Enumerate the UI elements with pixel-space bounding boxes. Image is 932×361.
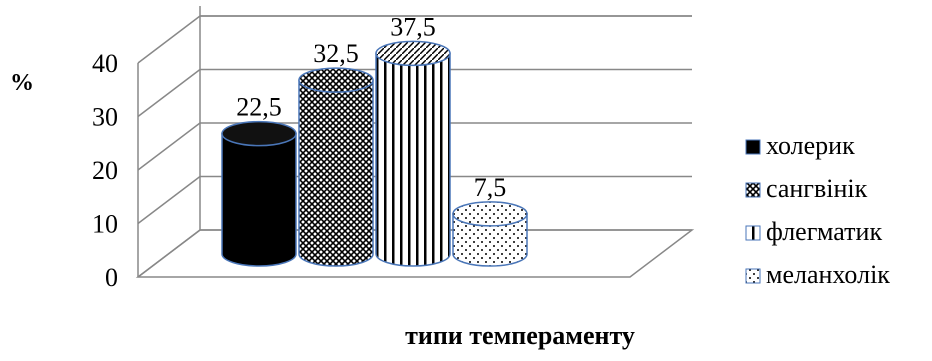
legend-swatch [745, 139, 761, 155]
legend-swatch [745, 225, 761, 241]
legend-label: холерик [766, 131, 855, 160]
bar-сангвінік [298, 67, 374, 267]
legend-item: сангвінік [745, 174, 868, 203]
y-tick-label: 40 [92, 49, 118, 78]
bar-body [375, 52, 451, 267]
legend-item: меланхолік [745, 260, 890, 289]
y-tick-label: 10 [92, 210, 118, 239]
bar-top [375, 40, 451, 67]
bar-флегматик [375, 40, 451, 267]
y-tick-label: 30 [92, 103, 118, 132]
bar-меланхолік [452, 201, 528, 267]
y-axis-label: % [10, 70, 34, 96]
data-label: 7,5 [474, 173, 507, 202]
bars [221, 40, 528, 267]
x-axis-label: типи темпераменту [405, 321, 635, 350]
data-label: 22,5 [236, 93, 282, 122]
legend: холерик сангвінік флегматик меланхолік [745, 131, 890, 289]
data-label: 37,5 [390, 12, 436, 41]
y-tick-label: 20 [92, 156, 118, 185]
legend-item: холерик [745, 131, 855, 160]
data-labels: 22,5 32,5 37,5 7,5 [236, 12, 506, 202]
bar-body [298, 79, 374, 267]
bar-top [221, 120, 297, 147]
y-axis: 0 10 20 30 40 [92, 6, 201, 292]
gridline-side [137, 15, 201, 64]
bar-body [221, 132, 297, 267]
data-label: 32,5 [313, 39, 359, 68]
legend-swatch [745, 268, 761, 284]
bar-body [452, 213, 528, 267]
gridline-side [137, 175, 201, 225]
gridline-side [137, 122, 201, 171]
bar-top [298, 67, 374, 93]
legend-label: флегматик [766, 217, 882, 246]
gridline-side [137, 68, 201, 118]
bar-top [452, 201, 528, 227]
legend-item: флегматик [745, 217, 882, 246]
legend-label: сангвінік [766, 174, 868, 203]
y-tick-label: 0 [105, 263, 118, 292]
gridline-side [137, 229, 201, 278]
legend-swatch [745, 182, 761, 198]
legend-label: меланхолік [766, 260, 890, 289]
bar-холерик [221, 120, 297, 267]
